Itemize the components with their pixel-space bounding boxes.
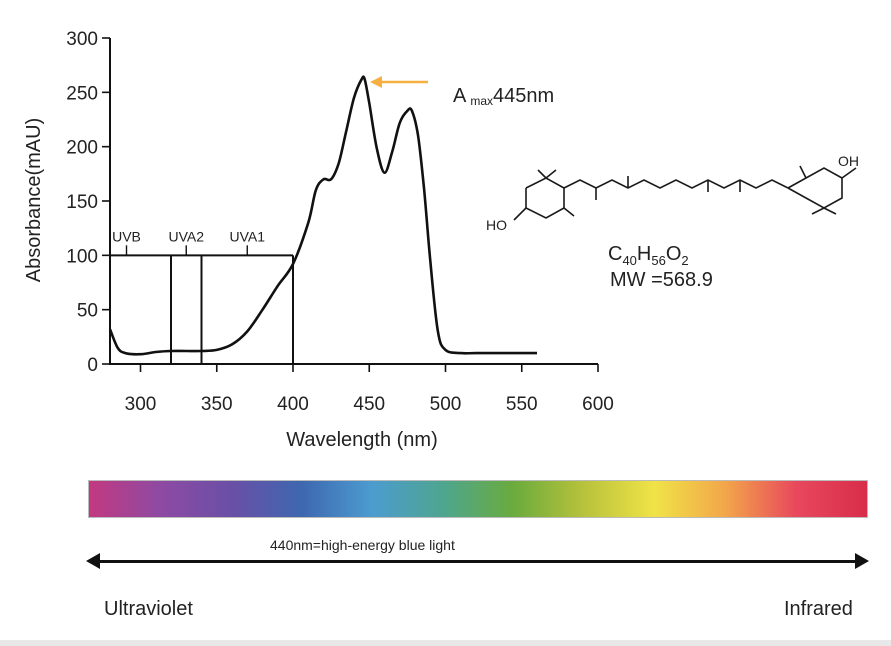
left-methyl-3 [563,207,575,217]
band-label-uva2: UVA2 [168,228,204,244]
y-tick-label: 300 [66,29,98,50]
bottom-divider [0,640,891,646]
molecular-weight: MW =568.9 [610,269,713,291]
right-methyl-2 [811,207,825,215]
y-tick-label: 200 [66,138,98,159]
oh-bond [841,167,857,179]
right-ring [787,167,843,209]
x-tick-label: 550 [506,394,538,415]
spectrum-arrow-line [96,560,858,563]
x-axis-title: Wavelength (nm) [286,429,438,451]
ultraviolet-label: Ultraviolet [104,598,193,620]
polyene-chain [563,179,789,189]
left-methyl-1 [537,169,547,179]
molecule-structure [513,165,857,221]
ho-label: HO [486,217,507,233]
y-tick-label: 250 [66,83,98,104]
infrared-label: Infrared [784,598,853,620]
x-tick-label: 300 [125,394,157,415]
molecular-formula: C40H56O2 [608,243,689,268]
x-tick-label: 500 [430,394,462,415]
right-methyl-3 [823,207,837,215]
tick-labels: 0 50 100 150 200 250 300 300 350 400 450 500 550 600 [66,29,614,415]
y-axis-title: Absorbance(mAU) [23,118,45,283]
x-tick-label: 600 [582,394,614,415]
band-label-uva1: UVA1 [229,228,265,244]
arrow-left-head-icon [86,553,100,569]
ho-bond [513,207,527,221]
uv-band-boxes: UVB UVA2 UVA1 [110,228,294,364]
x-tick-label: 400 [277,394,309,415]
band-label-uvb: UVB [112,228,141,244]
y-tick-label: 100 [66,246,98,267]
right-methyl-1 [799,165,807,179]
left-methyl-2 [545,169,557,179]
y-tick-label: 50 [77,301,98,322]
annotation-arrow-head [370,76,382,88]
x-tick-label: 350 [201,394,233,415]
spectrum-caption: 440nm=high-energy blue light [270,537,455,553]
y-tick-label: 0 [87,355,98,376]
arrow-right-head-icon [855,553,869,569]
absorbance-curve [108,75,537,356]
visible-spectrum-bar [88,480,868,518]
y-tick-label: 150 [66,192,98,213]
x-tick-label: 450 [353,394,385,415]
oh-label: OH [838,153,859,169]
left-ring [525,177,565,219]
